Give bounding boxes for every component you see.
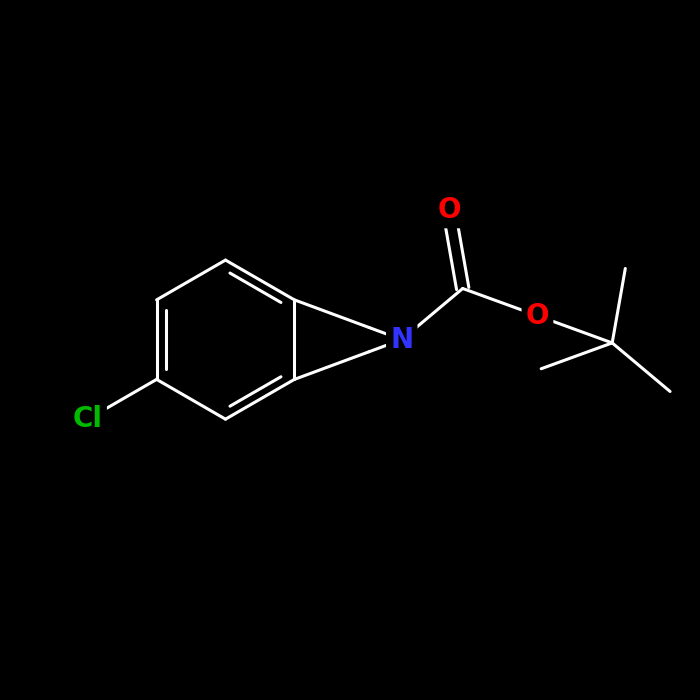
Text: Cl: Cl — [73, 405, 103, 433]
Text: N: N — [390, 326, 413, 354]
Text: O: O — [437, 196, 461, 224]
Text: O: O — [526, 302, 550, 330]
